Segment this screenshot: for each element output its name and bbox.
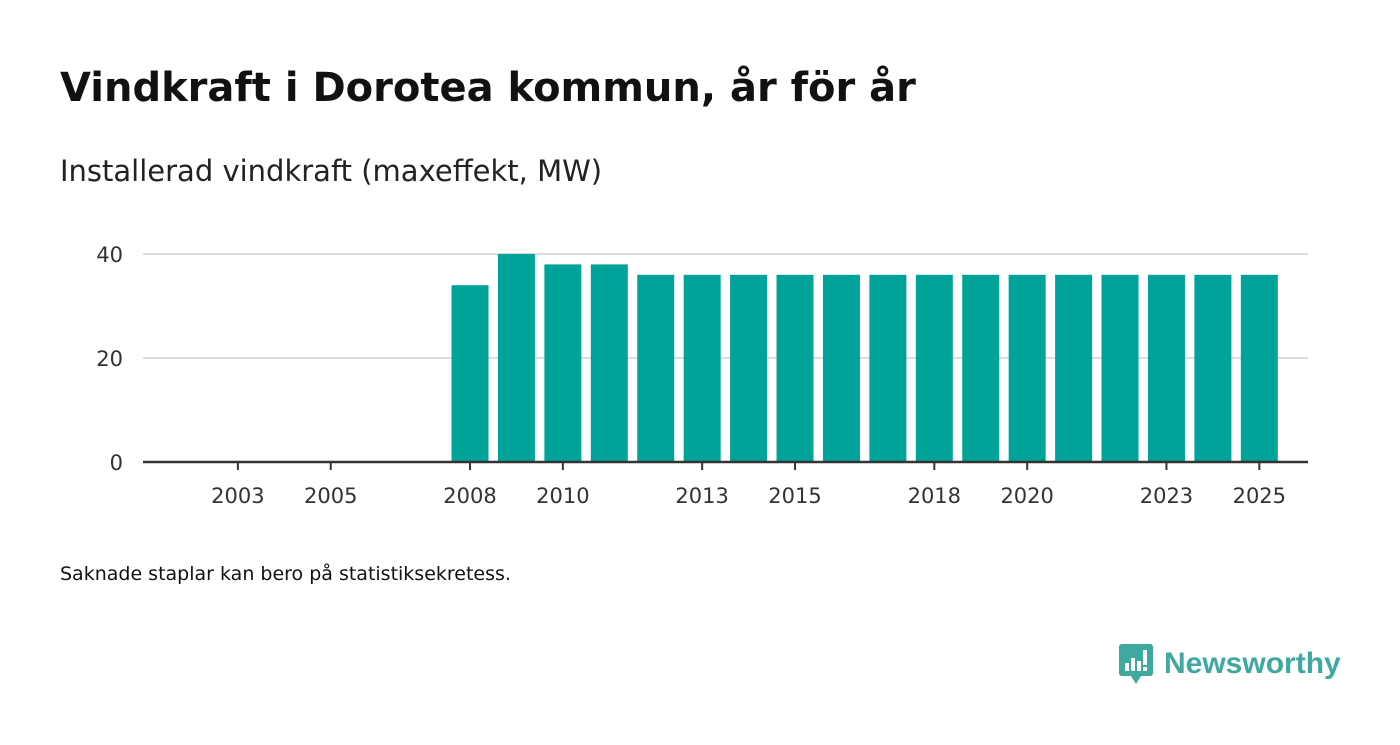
x-tick-label-2010: 2010	[536, 484, 589, 508]
x-tick-label-2025: 2025	[1233, 484, 1286, 508]
bar-2009	[497, 254, 535, 462]
brand-logo: Newsworthy	[1118, 641, 1341, 687]
x-tick-label-2018: 2018	[908, 484, 961, 508]
bar-2014	[730, 274, 768, 462]
x-tick-label-2023: 2023	[1140, 484, 1193, 508]
bar-2021	[1055, 274, 1093, 462]
y-tick-label-0: 0	[110, 451, 123, 475]
chart-subtitle: Installerad vindkraft (maxeffekt, MW)	[60, 154, 603, 188]
bar-2008	[451, 285, 489, 462]
x-tick-label-2003: 2003	[211, 484, 264, 508]
bar-2015	[776, 274, 814, 462]
footnote: Saknade staplar kan bero på statistiksek…	[60, 563, 511, 585]
x-tick-label-2015: 2015	[768, 484, 821, 508]
bar-2010	[544, 264, 582, 462]
x-tick-label-2005: 2005	[304, 484, 357, 508]
x-tick-label-2020: 2020	[1000, 484, 1053, 508]
y-tick-label-40: 40	[96, 243, 123, 267]
bar-2025	[1240, 274, 1278, 462]
bar-2023	[1147, 274, 1185, 462]
bar-2022	[1101, 274, 1139, 462]
x-tick-label-2013: 2013	[675, 484, 728, 508]
bar-2011	[590, 264, 628, 462]
bar-2020	[1008, 274, 1046, 462]
bar-2013	[683, 274, 721, 462]
bar-2024	[1194, 274, 1232, 462]
bar-2019	[962, 274, 1000, 462]
x-axis: 2003 2005 2008 2010 2013 2015 2018 2020 2023 2025	[143, 460, 1308, 508]
bar-2012	[637, 274, 675, 462]
y-tick-label-20: 20	[96, 347, 123, 371]
newsworthy-logo-icon	[1119, 644, 1153, 684]
bar-2016	[822, 274, 860, 462]
brand-name: Newsworthy	[1164, 647, 1341, 680]
chart-title: Vindkraft i Dorotea kommun, år för år	[60, 65, 916, 111]
bar-series	[451, 254, 1278, 462]
bar-2017	[869, 274, 907, 462]
bar-2018	[915, 274, 953, 462]
x-tick-label-2008: 2008	[443, 484, 496, 508]
